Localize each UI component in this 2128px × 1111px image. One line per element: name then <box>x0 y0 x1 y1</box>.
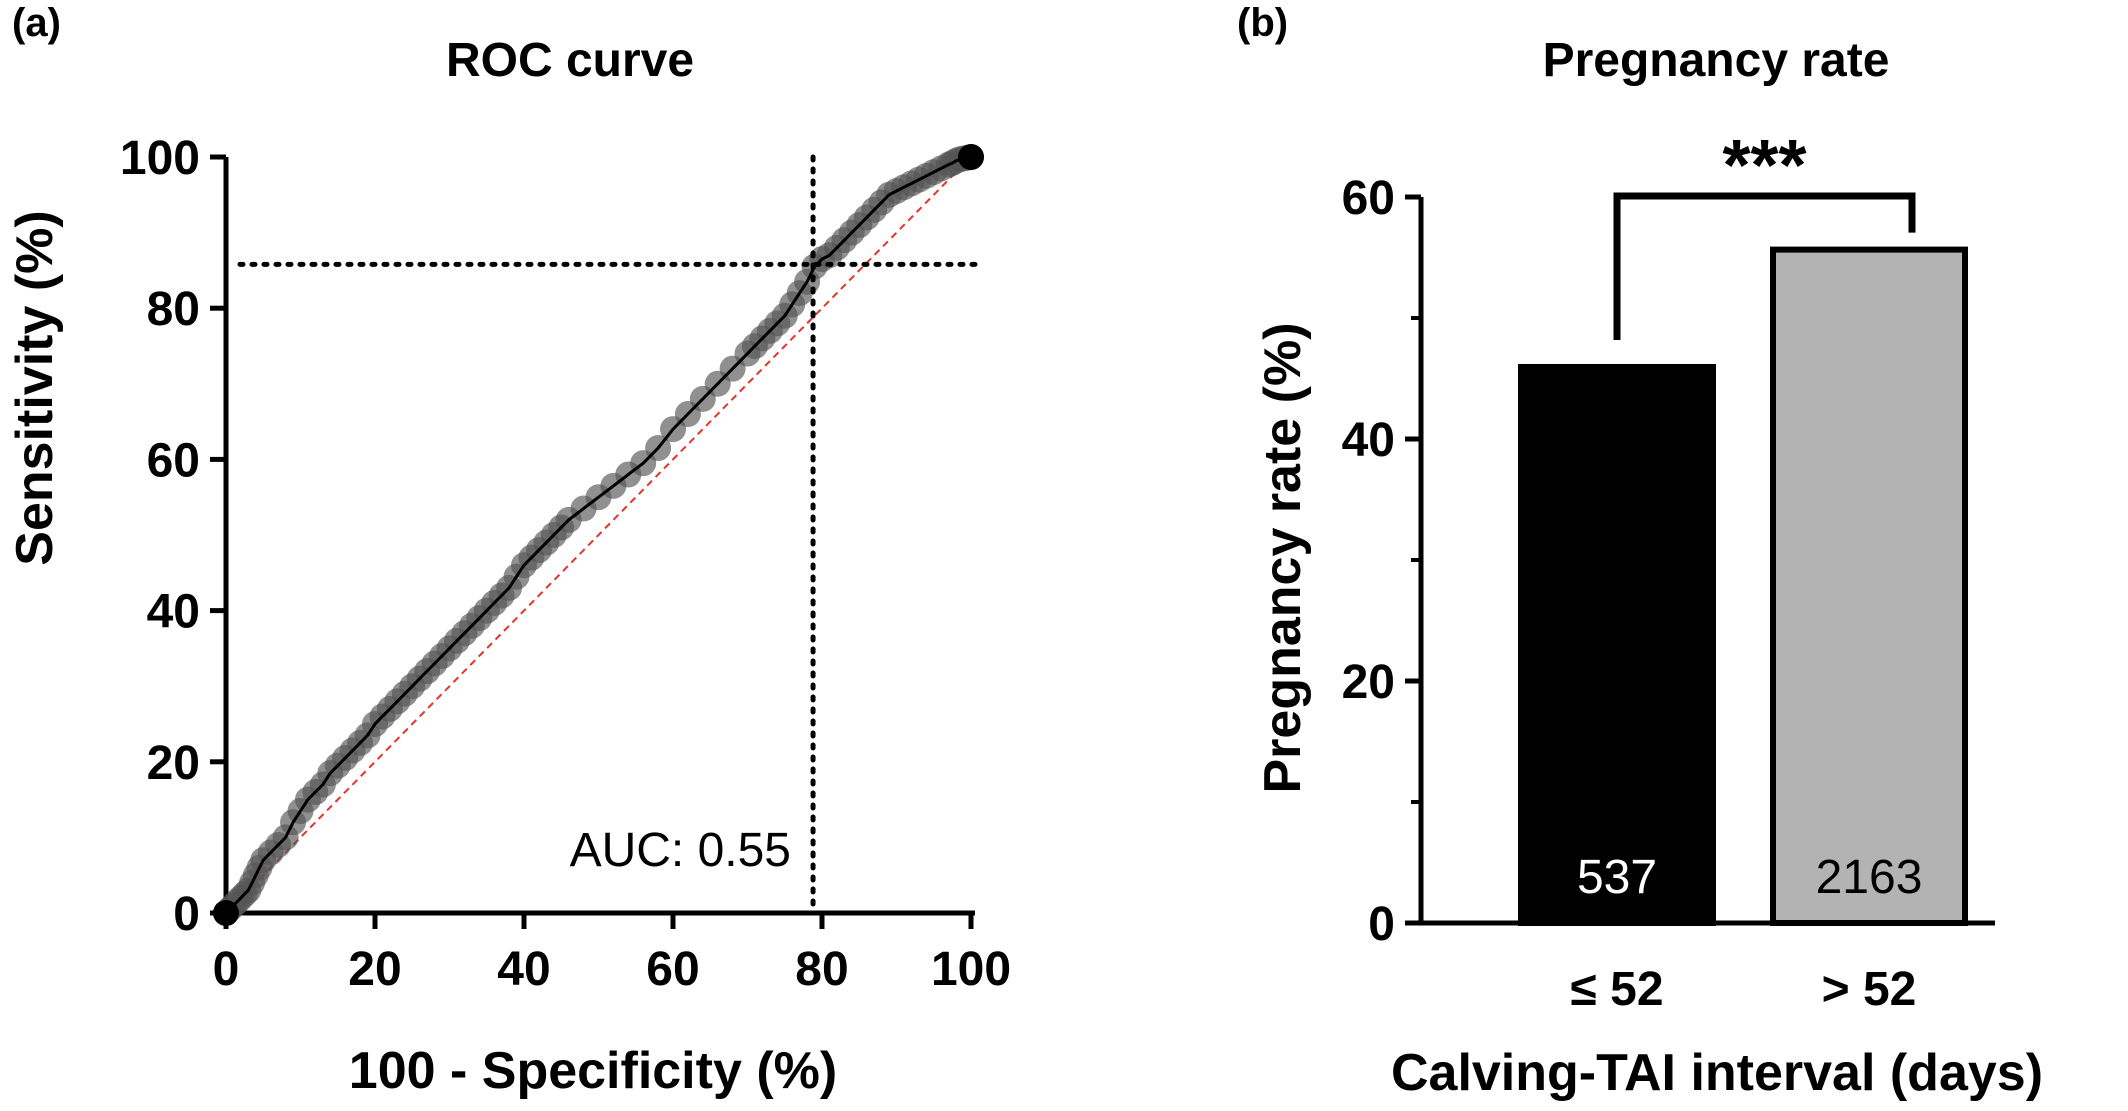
pregnancy-y-tick-label: 60 <box>1342 172 1395 225</box>
roc-auc-annotation: AUC: 0.55 <box>570 824 791 877</box>
panel-a-label: (a) <box>12 1 61 45</box>
significance-stars: *** <box>1722 126 1806 206</box>
pregnancy-x-ticks: ≤ 52 > 52 <box>1570 963 1916 1016</box>
roc-x-tick-label: 100 <box>931 943 1011 996</box>
bar-gt-52 <box>1770 246 1968 927</box>
pregnancy-y-ticks: 0 20 40 60 <box>1342 172 1421 951</box>
roc-y-axis-label: Sensitivity (%) <box>6 210 64 565</box>
pregnancy-y-tick-label: 0 <box>1368 898 1395 951</box>
significance-bracket <box>1613 192 1916 340</box>
pregnancy-x-tick-label: > 52 <box>1822 963 1917 1016</box>
roc-x-axis-label: 100 - Specificity (%) <box>349 1042 837 1100</box>
roc-x-tick-label: 80 <box>795 943 848 996</box>
roc-y-tick-label: 40 <box>147 586 200 639</box>
roc-y-tick-label: 80 <box>147 283 200 336</box>
pregnancy-y-tick-label: 40 <box>1342 414 1395 467</box>
significance-bracket-line <box>1613 192 1916 340</box>
pregnancy-x-axis-label: Calving-TAI interval (days) <box>1391 1044 2043 1102</box>
roc-panel: (a) ROC curve Sensitivity (%) 100 - Spec… <box>6 1 1011 1100</box>
roc-curve-line <box>224 155 972 915</box>
pregnancy-y-tick-label: 20 <box>1342 656 1395 709</box>
roc-x-tick-label: 20 <box>348 943 401 996</box>
pregnancy-x-tick-label: ≤ 52 <box>1570 963 1663 1016</box>
pregnancy-chart-title: Pregnancy rate <box>1543 34 1890 87</box>
pregnancy-bars: 537 2163 <box>1518 246 1968 927</box>
bar-count-label: 2163 <box>1816 851 1923 904</box>
pregnancy-y-axis-label: Pregnancy rate (%) <box>1254 322 1312 793</box>
bar-le-52 <box>1518 363 1716 927</box>
roc-y-tick-label: 60 <box>147 434 200 487</box>
panel-b-label: (b) <box>1237 1 1288 45</box>
roc-reference-line <box>225 156 972 914</box>
roc-x-tick-label: 40 <box>497 943 550 996</box>
roc-y-tick-label: 100 <box>120 132 200 185</box>
roc-x-ticks: 0 20 40 60 80 100 <box>213 913 1011 996</box>
bar-count-label: 537 <box>1577 851 1657 904</box>
roc-x-tick-label: 60 <box>646 943 699 996</box>
roc-x-tick-label: 0 <box>213 943 240 996</box>
roc-y-ticks: 0 20 40 60 80 100 <box>120 132 226 941</box>
roc-y-tick-label: 20 <box>147 737 200 790</box>
roc-chart-title: ROC curve <box>446 34 694 87</box>
roc-y-tick-label: 0 <box>173 888 200 941</box>
pregnancy-panel: (b) Pregnancy rate Pregnancy rate (%) Ca… <box>1237 1 2043 1102</box>
